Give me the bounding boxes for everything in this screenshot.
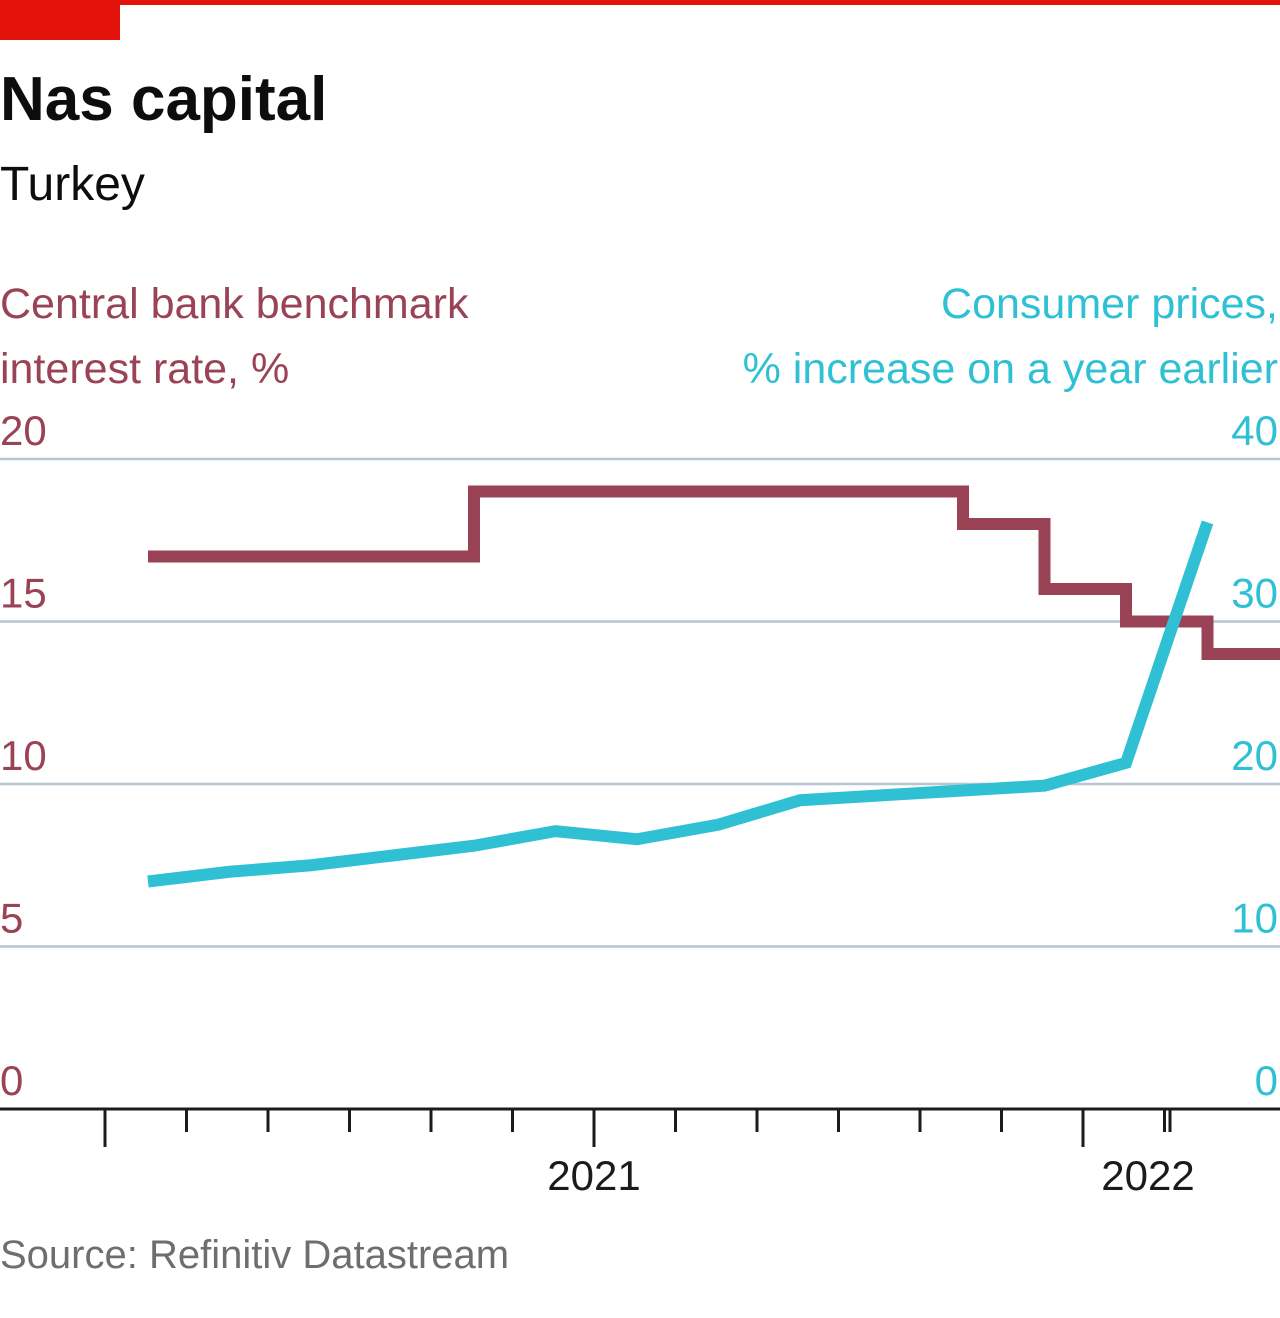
x-axis (0, 1107, 1280, 1147)
source-note: Source: Refinitiv Datastream (0, 1233, 509, 1277)
right-tick-label: 10 (1231, 895, 1278, 942)
chart-subtitle: Turkey (0, 158, 145, 211)
right-tick-label: 30 (1231, 570, 1278, 617)
right-axis-label-line-2: % increase on a year earlier (743, 345, 1278, 393)
rate-series-line (148, 485, 1280, 660)
right-axis-ticks: 0 10 20 30 40 (1231, 407, 1278, 1104)
x-tick-label: 2021 (547, 1152, 640, 1199)
accent-tab (0, 0, 120, 40)
left-axis-ticks: 0 5 10 15 20 (0, 407, 47, 1104)
right-tick-label: 20 (1231, 732, 1278, 779)
chart-title: Nas capital (0, 65, 327, 134)
x-axis-labels: 2021 2022 (547, 1152, 1194, 1199)
cpi-series-line (147, 520, 1214, 888)
left-tick-label: 0 (0, 1057, 23, 1104)
right-tick-label: 0 (1255, 1057, 1278, 1104)
left-tick-label: 20 (0, 407, 47, 454)
left-tick-label: 15 (0, 570, 47, 617)
top-rule (0, 0, 1280, 5)
left-tick-label: 10 (0, 732, 47, 779)
left-axis-label-line-2: interest rate, % (0, 345, 289, 393)
left-tick-label: 5 (0, 895, 23, 942)
left-axis-label-line-1: Central bank benchmark (0, 280, 469, 328)
series-lines (147, 485, 1280, 888)
right-axis-label-line-1: Consumer prices, (941, 280, 1278, 328)
x-tick-label: 2022 (1101, 1152, 1194, 1199)
right-tick-label: 40 (1231, 407, 1278, 454)
